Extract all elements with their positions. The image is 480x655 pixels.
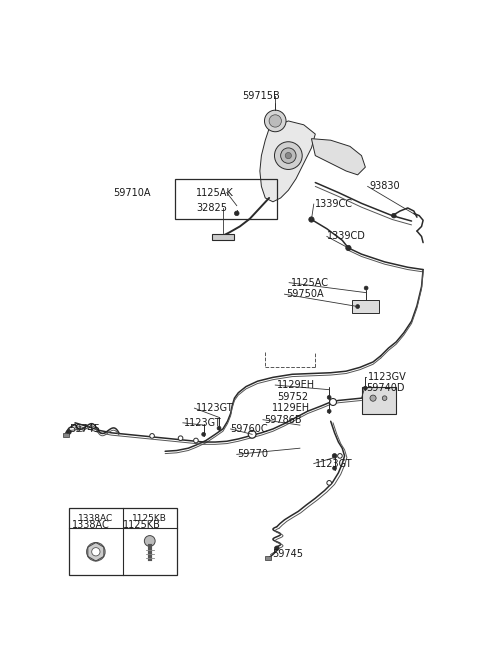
- Circle shape: [281, 148, 296, 163]
- Bar: [63, 433, 69, 437]
- Text: 59760C: 59760C: [230, 424, 268, 434]
- Text: 1123GV: 1123GV: [368, 372, 407, 383]
- Polygon shape: [312, 139, 365, 175]
- Circle shape: [269, 115, 281, 127]
- Circle shape: [264, 110, 286, 132]
- Circle shape: [333, 466, 336, 470]
- Text: 59770: 59770: [237, 449, 268, 459]
- Bar: [361, 386, 396, 413]
- Circle shape: [392, 214, 396, 218]
- Text: 59750A: 59750A: [286, 290, 324, 299]
- Circle shape: [67, 430, 71, 434]
- Text: 1339CD: 1339CD: [327, 231, 366, 242]
- Text: 59715B: 59715B: [242, 90, 280, 100]
- Circle shape: [364, 286, 368, 290]
- Circle shape: [327, 409, 331, 413]
- Circle shape: [370, 395, 376, 402]
- Circle shape: [178, 436, 183, 441]
- Text: 1123GT: 1123GT: [315, 458, 353, 468]
- Circle shape: [309, 217, 314, 222]
- Text: 1339CC: 1339CC: [315, 199, 353, 209]
- Circle shape: [330, 398, 336, 405]
- Text: 1125AC: 1125AC: [291, 278, 329, 288]
- Circle shape: [193, 438, 198, 443]
- Circle shape: [382, 396, 387, 400]
- Text: 59745: 59745: [69, 424, 100, 434]
- Text: 1123GT: 1123GT: [184, 418, 222, 428]
- Circle shape: [92, 548, 100, 556]
- Text: 1129EH: 1129EH: [277, 380, 315, 390]
- Text: 59745: 59745: [272, 550, 303, 559]
- Text: 1338AC: 1338AC: [72, 520, 109, 530]
- Bar: [69, 508, 177, 575]
- Polygon shape: [260, 121, 315, 202]
- Bar: [212, 234, 234, 240]
- Circle shape: [234, 211, 239, 215]
- Circle shape: [337, 454, 342, 458]
- Text: 32825: 32825: [196, 203, 227, 213]
- Circle shape: [327, 481, 332, 485]
- Text: 1125KB: 1125KB: [123, 520, 161, 530]
- Circle shape: [86, 542, 105, 561]
- Bar: [352, 301, 379, 312]
- Circle shape: [327, 396, 331, 400]
- Circle shape: [275, 141, 302, 170]
- Text: 1123GT: 1123GT: [196, 403, 234, 413]
- Bar: [175, 179, 277, 219]
- Circle shape: [202, 432, 205, 436]
- Text: 1338AC: 1338AC: [78, 514, 113, 523]
- Text: 93830: 93830: [369, 181, 400, 191]
- Circle shape: [150, 434, 155, 438]
- Text: 1129EH: 1129EH: [272, 403, 310, 413]
- Circle shape: [217, 426, 221, 430]
- Text: 59752: 59752: [277, 392, 308, 402]
- Text: 59710A: 59710A: [114, 187, 151, 198]
- Circle shape: [346, 246, 351, 251]
- Circle shape: [356, 305, 360, 309]
- Circle shape: [144, 536, 155, 546]
- Circle shape: [363, 386, 367, 390]
- Text: 59786B: 59786B: [264, 415, 302, 424]
- Circle shape: [332, 454, 337, 458]
- Bar: [265, 556, 271, 560]
- Circle shape: [285, 153, 291, 159]
- Circle shape: [248, 430, 256, 438]
- Circle shape: [275, 546, 279, 551]
- Text: 59740D: 59740D: [366, 383, 405, 393]
- Text: 1125AK: 1125AK: [196, 187, 234, 198]
- Text: 1125KB: 1125KB: [132, 514, 167, 523]
